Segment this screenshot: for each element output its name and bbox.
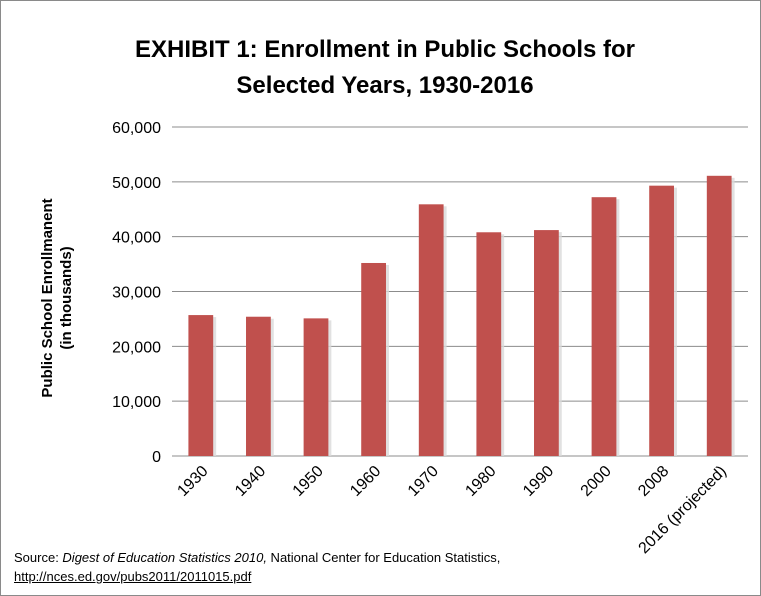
x-tick-labels: 1930 1940 1950 1960 1970 1980 1990 2000 20082016… — [174, 463, 730, 557]
bar — [303, 318, 329, 456]
y-tick-labels: 0 10,000 20,000 30,000 40,000 50,000 60,000 — [112, 120, 161, 466]
x-tick-label: 1980 — [462, 463, 499, 500]
bar — [534, 230, 559, 456]
chart-title-line2: Selected Years, 1930-2016 — [236, 72, 533, 99]
bar — [418, 204, 444, 456]
y-axis-label-line2: (in thousands) — [58, 246, 75, 349]
y-tick-label: 50,000 — [112, 175, 161, 192]
y-tick-label: 0 — [152, 449, 161, 466]
bar — [361, 262, 386, 456]
x-tick-label: 1990 — [520, 463, 557, 500]
x-tick-label: 1970 — [405, 463, 442, 500]
source-org: National Center for Education Statistics… — [266, 550, 501, 565]
x-tick-label: 2008 — [635, 463, 672, 500]
y-tick-label: 20,000 — [112, 339, 161, 356]
y-tick-label: 30,000 — [112, 285, 161, 302]
x-tick-label: 2000 — [578, 463, 615, 500]
bars — [188, 175, 735, 457]
bar — [246, 316, 271, 456]
y-tick-label: 10,000 — [112, 394, 161, 411]
x-tick-label: 1930 — [174, 463, 211, 500]
bar — [476, 232, 502, 456]
y-axis-label-line1: Public School Enrollmanent — [39, 198, 56, 397]
bar — [649, 185, 674, 456]
y-tick-label: 60,000 — [112, 120, 161, 137]
y-tick-label: 40,000 — [112, 230, 161, 247]
bar — [706, 175, 732, 456]
bar — [591, 197, 617, 457]
chart-title-line1: EXHIBIT 1: Enrollment in Public Schools … — [135, 36, 635, 63]
source-link[interactable]: http://nces.ed.gov/pubs2011/2011015.pdf — [14, 569, 252, 584]
x-tick-label: 1940 — [232, 463, 269, 500]
x-tick-label: 1960 — [347, 463, 384, 500]
source-note: Source: Digest of Education Statistics 2… — [14, 548, 754, 586]
x-tick-label: 1950 — [290, 463, 327, 500]
source-title: Digest of Education Statistics 2010, — [62, 550, 267, 565]
bar — [188, 315, 214, 456]
source-prefix: Source: — [14, 550, 63, 565]
